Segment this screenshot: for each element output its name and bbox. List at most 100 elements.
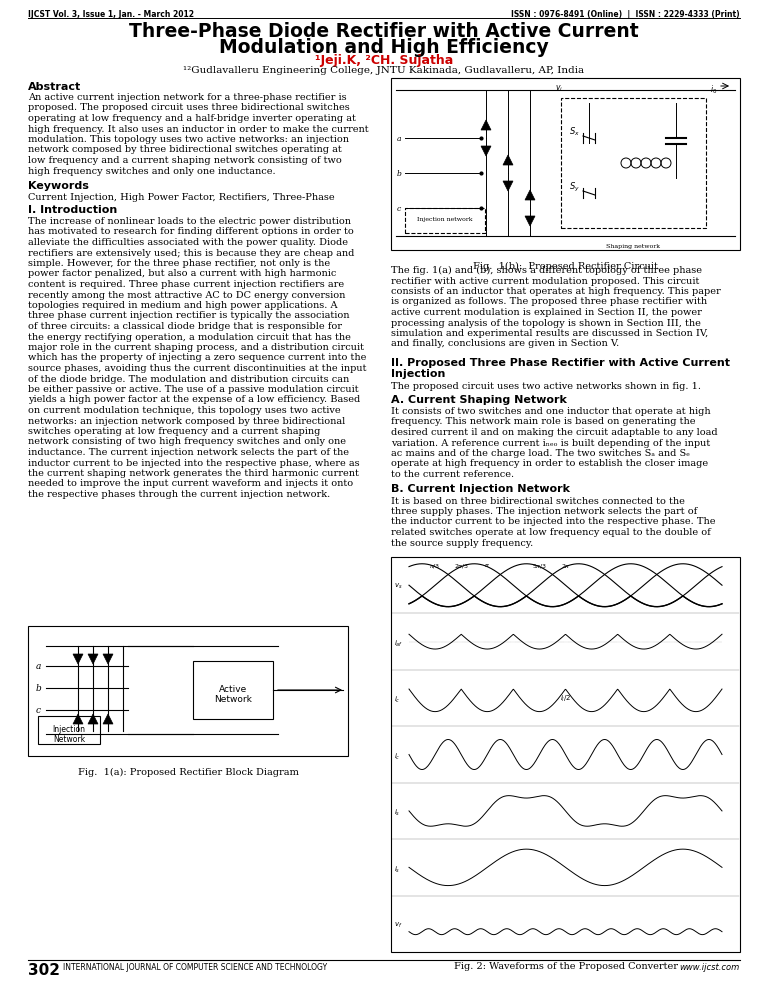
Text: needed to improve the input current waveform and injects it onto: needed to improve the input current wave… xyxy=(28,479,353,488)
Text: desired current il and on making the circuit adaptable to any load: desired current il and on making the cir… xyxy=(391,428,717,437)
Bar xyxy=(391,78,740,250)
Text: Active: Active xyxy=(219,685,247,694)
Polygon shape xyxy=(481,120,491,130)
Text: a: a xyxy=(397,135,402,143)
Text: Injection: Injection xyxy=(52,725,85,734)
Text: three supply phases. The injection network selects the part of: three supply phases. The injection netwo… xyxy=(391,507,697,516)
Text: b: b xyxy=(397,170,402,178)
Text: has motivated to research for finding different options in order to: has motivated to research for finding di… xyxy=(28,228,354,237)
Text: variation. A reference current iₙₑₒ is built depending of the input: variation. A reference current iₙₑₒ is b… xyxy=(391,438,710,447)
Text: networks: an injection network composed by three bidirectional: networks: an injection network composed … xyxy=(28,416,346,425)
Text: high frequency. It also uses an inductor in order to make the current: high frequency. It also uses an inductor… xyxy=(28,124,369,133)
Text: on current modulation technique, this topology uses two active: on current modulation technique, this to… xyxy=(28,406,341,415)
Text: rectifiers are extensively used; this is because they are cheap and: rectifiers are extensively used; this is… xyxy=(28,248,354,257)
Text: three phase current injection rectifier is typically the association: three phase current injection rectifier … xyxy=(28,311,349,320)
Text: the inductor current to be injected into the respective phase. The: the inductor current to be injected into… xyxy=(391,518,716,527)
Text: b: b xyxy=(36,684,41,693)
Text: the source supply frequency.: the source supply frequency. xyxy=(391,539,533,548)
Text: $i_c$: $i_c$ xyxy=(394,695,401,706)
Polygon shape xyxy=(525,190,535,200)
Bar xyxy=(28,626,348,756)
Text: active current modulation is explained in Section II, the power: active current modulation is explained i… xyxy=(391,308,702,317)
Polygon shape xyxy=(525,216,535,226)
Text: It is based on three bidirectional switches connected to the: It is based on three bidirectional switc… xyxy=(391,496,685,506)
Text: www.ijcst.com: www.ijcst.com xyxy=(680,963,740,972)
Polygon shape xyxy=(88,654,98,664)
Text: The fig. 1(a) and (b), shows a different topology of three phase: The fig. 1(a) and (b), shows a different… xyxy=(391,266,702,275)
Text: content is required. Three phase current injection rectifiers are: content is required. Three phase current… xyxy=(28,280,344,289)
Text: Shaping network: Shaping network xyxy=(607,244,660,249)
Text: It consists of two switches and one inductor that operate at high: It consists of two switches and one indu… xyxy=(391,407,710,416)
Polygon shape xyxy=(503,181,513,191)
Text: $\pi$: $\pi$ xyxy=(485,562,490,569)
Polygon shape xyxy=(103,714,113,724)
Text: the energy rectifying operation, a modulation circuit that has the: the energy rectifying operation, a modul… xyxy=(28,333,351,342)
Text: topologies required in medium and high power applications. A: topologies required in medium and high p… xyxy=(28,301,337,310)
Text: Network: Network xyxy=(214,695,252,704)
Text: a: a xyxy=(36,662,41,671)
Text: is organized as follows. The proposed three phase rectifier with: is organized as follows. The proposed th… xyxy=(391,297,707,306)
Text: $S_y$: $S_y$ xyxy=(569,181,580,194)
Text: Network: Network xyxy=(53,735,85,744)
Text: alleviate the difficulties associated with the power quality. Diode: alleviate the difficulties associated wi… xyxy=(28,238,348,247)
Polygon shape xyxy=(503,155,513,165)
Text: be either passive or active. The use of a passive modulation circuit: be either passive or active. The use of … xyxy=(28,385,359,394)
Text: $v_s$: $v_s$ xyxy=(394,582,402,591)
Text: of three circuits: a classical diode bridge that is responsible for: of three circuits: a classical diode bri… xyxy=(28,322,342,331)
Text: simulation and experimental results are discussed in Section IV,: simulation and experimental results are … xyxy=(391,329,708,338)
Text: $2\pi/3$: $2\pi/3$ xyxy=(454,562,468,570)
Bar xyxy=(193,661,273,719)
Text: Abstract: Abstract xyxy=(28,82,81,92)
Text: frequency. This network main role is based on generating the: frequency. This network main role is bas… xyxy=(391,417,696,426)
Text: network consisting of two high frequency switches and only one: network consisting of two high frequency… xyxy=(28,437,346,446)
Text: c: c xyxy=(397,205,401,213)
Text: the respective phases through the current injection network.: the respective phases through the curren… xyxy=(28,490,330,499)
Text: power factor penalized, but also a current with high harmonic: power factor penalized, but also a curre… xyxy=(28,269,336,278)
Text: The increase of nonlinear loads to the electric power distribution: The increase of nonlinear loads to the e… xyxy=(28,217,351,226)
Text: low frequency and a current shaping network consisting of two: low frequency and a current shaping netw… xyxy=(28,156,342,165)
Text: which has the property of injecting a zero sequence current into the: which has the property of injecting a ze… xyxy=(28,354,366,363)
Text: ¹²Gudlavalleru Engineering College, JNTU Kakinada, Gudlavalleru, AP, India: ¹²Gudlavalleru Engineering College, JNTU… xyxy=(184,66,584,75)
Text: major role in the current shaping process, and a distribution circuit: major role in the current shaping proces… xyxy=(28,343,364,352)
Bar xyxy=(391,557,740,952)
Text: operating at low frequency and a half-bridge inverter operating at: operating at low frequency and a half-br… xyxy=(28,114,356,123)
Bar xyxy=(561,98,706,228)
Text: modulation. This topology uses two active networks: an injection: modulation. This topology uses two activ… xyxy=(28,135,349,144)
Text: I. Introduction: I. Introduction xyxy=(28,205,118,215)
Text: $i_l/2$: $i_l/2$ xyxy=(560,694,571,705)
Text: $v_i$: $v_i$ xyxy=(555,83,563,93)
Text: Modulation and High Efficiency: Modulation and High Efficiency xyxy=(219,38,549,57)
Text: of the diode bridge. The modulation and distribution circuits can: of the diode bridge. The modulation and … xyxy=(28,375,349,384)
Polygon shape xyxy=(481,146,491,156)
Text: rectifier with active current modulation proposed. This circuit: rectifier with active current modulation… xyxy=(391,276,700,285)
Text: Fig. 2: Waveforms of the Proposed Converter: Fig. 2: Waveforms of the Proposed Conver… xyxy=(453,962,677,971)
Bar xyxy=(405,208,485,233)
Text: A. Current Shaping Network: A. Current Shaping Network xyxy=(391,395,567,405)
Text: Keywords: Keywords xyxy=(28,181,89,191)
Text: 302: 302 xyxy=(28,963,60,978)
Text: INTERNATIONAL JOURNAL OF COMPUTER SCIENCE AND TECHNOLOGY: INTERNATIONAL JOURNAL OF COMPUTER SCIENC… xyxy=(63,963,327,972)
Text: Three-Phase Diode Rectifier with Active Current: Three-Phase Diode Rectifier with Active … xyxy=(129,22,639,41)
Polygon shape xyxy=(73,654,83,664)
Text: high frequency switches and only one inductance.: high frequency switches and only one ind… xyxy=(28,167,276,176)
Text: Injection: Injection xyxy=(391,369,445,379)
Text: processing analysis of the topology is shown in Section III, the: processing analysis of the topology is s… xyxy=(391,318,701,327)
Text: yields a high power factor at the expense of a low efficiency. Based: yields a high power factor at the expens… xyxy=(28,396,360,405)
Text: switches operating at low frequency and a current shaping: switches operating at low frequency and … xyxy=(28,427,320,436)
Polygon shape xyxy=(88,714,98,724)
Text: Fig.  1(b):  Proposed Rectifier Circuit: Fig. 1(b): Proposed Rectifier Circuit xyxy=(473,262,658,271)
Text: Fig.  1(a): Proposed Rectifier Block Diagram: Fig. 1(a): Proposed Rectifier Block Diag… xyxy=(78,768,299,777)
Text: $i_0$: $i_0$ xyxy=(710,83,717,95)
Text: to the current reference.: to the current reference. xyxy=(391,470,514,479)
Text: $i_c$: $i_c$ xyxy=(394,751,401,761)
Text: IJCST Vol. 3, Issue 1, Jan. - March 2012: IJCST Vol. 3, Issue 1, Jan. - March 2012 xyxy=(28,10,194,19)
Text: $\pi/3$: $\pi/3$ xyxy=(429,562,441,570)
Text: proposed. The proposed circuit uses three bidirectional switches: proposed. The proposed circuit uses thre… xyxy=(28,103,349,112)
Text: operate at high frequency in order to establish the closer image: operate at high frequency in order to es… xyxy=(391,459,708,468)
Text: Current Injection, High Power Factor, Rectifiers, Three-Phase: Current Injection, High Power Factor, Re… xyxy=(28,193,335,202)
Text: network composed by three bidirectional switches operating at: network composed by three bidirectional … xyxy=(28,145,342,154)
Bar xyxy=(38,716,100,744)
Text: ac mains and of the charge load. The two switches Sₐ and Sₑ: ac mains and of the charge load. The two… xyxy=(391,449,690,458)
Text: simple. However, for the three phase rectifier, not only is the: simple. However, for the three phase rec… xyxy=(28,259,330,268)
Text: related switches operate at low frequency equal to the double of: related switches operate at low frequenc… xyxy=(391,528,710,537)
